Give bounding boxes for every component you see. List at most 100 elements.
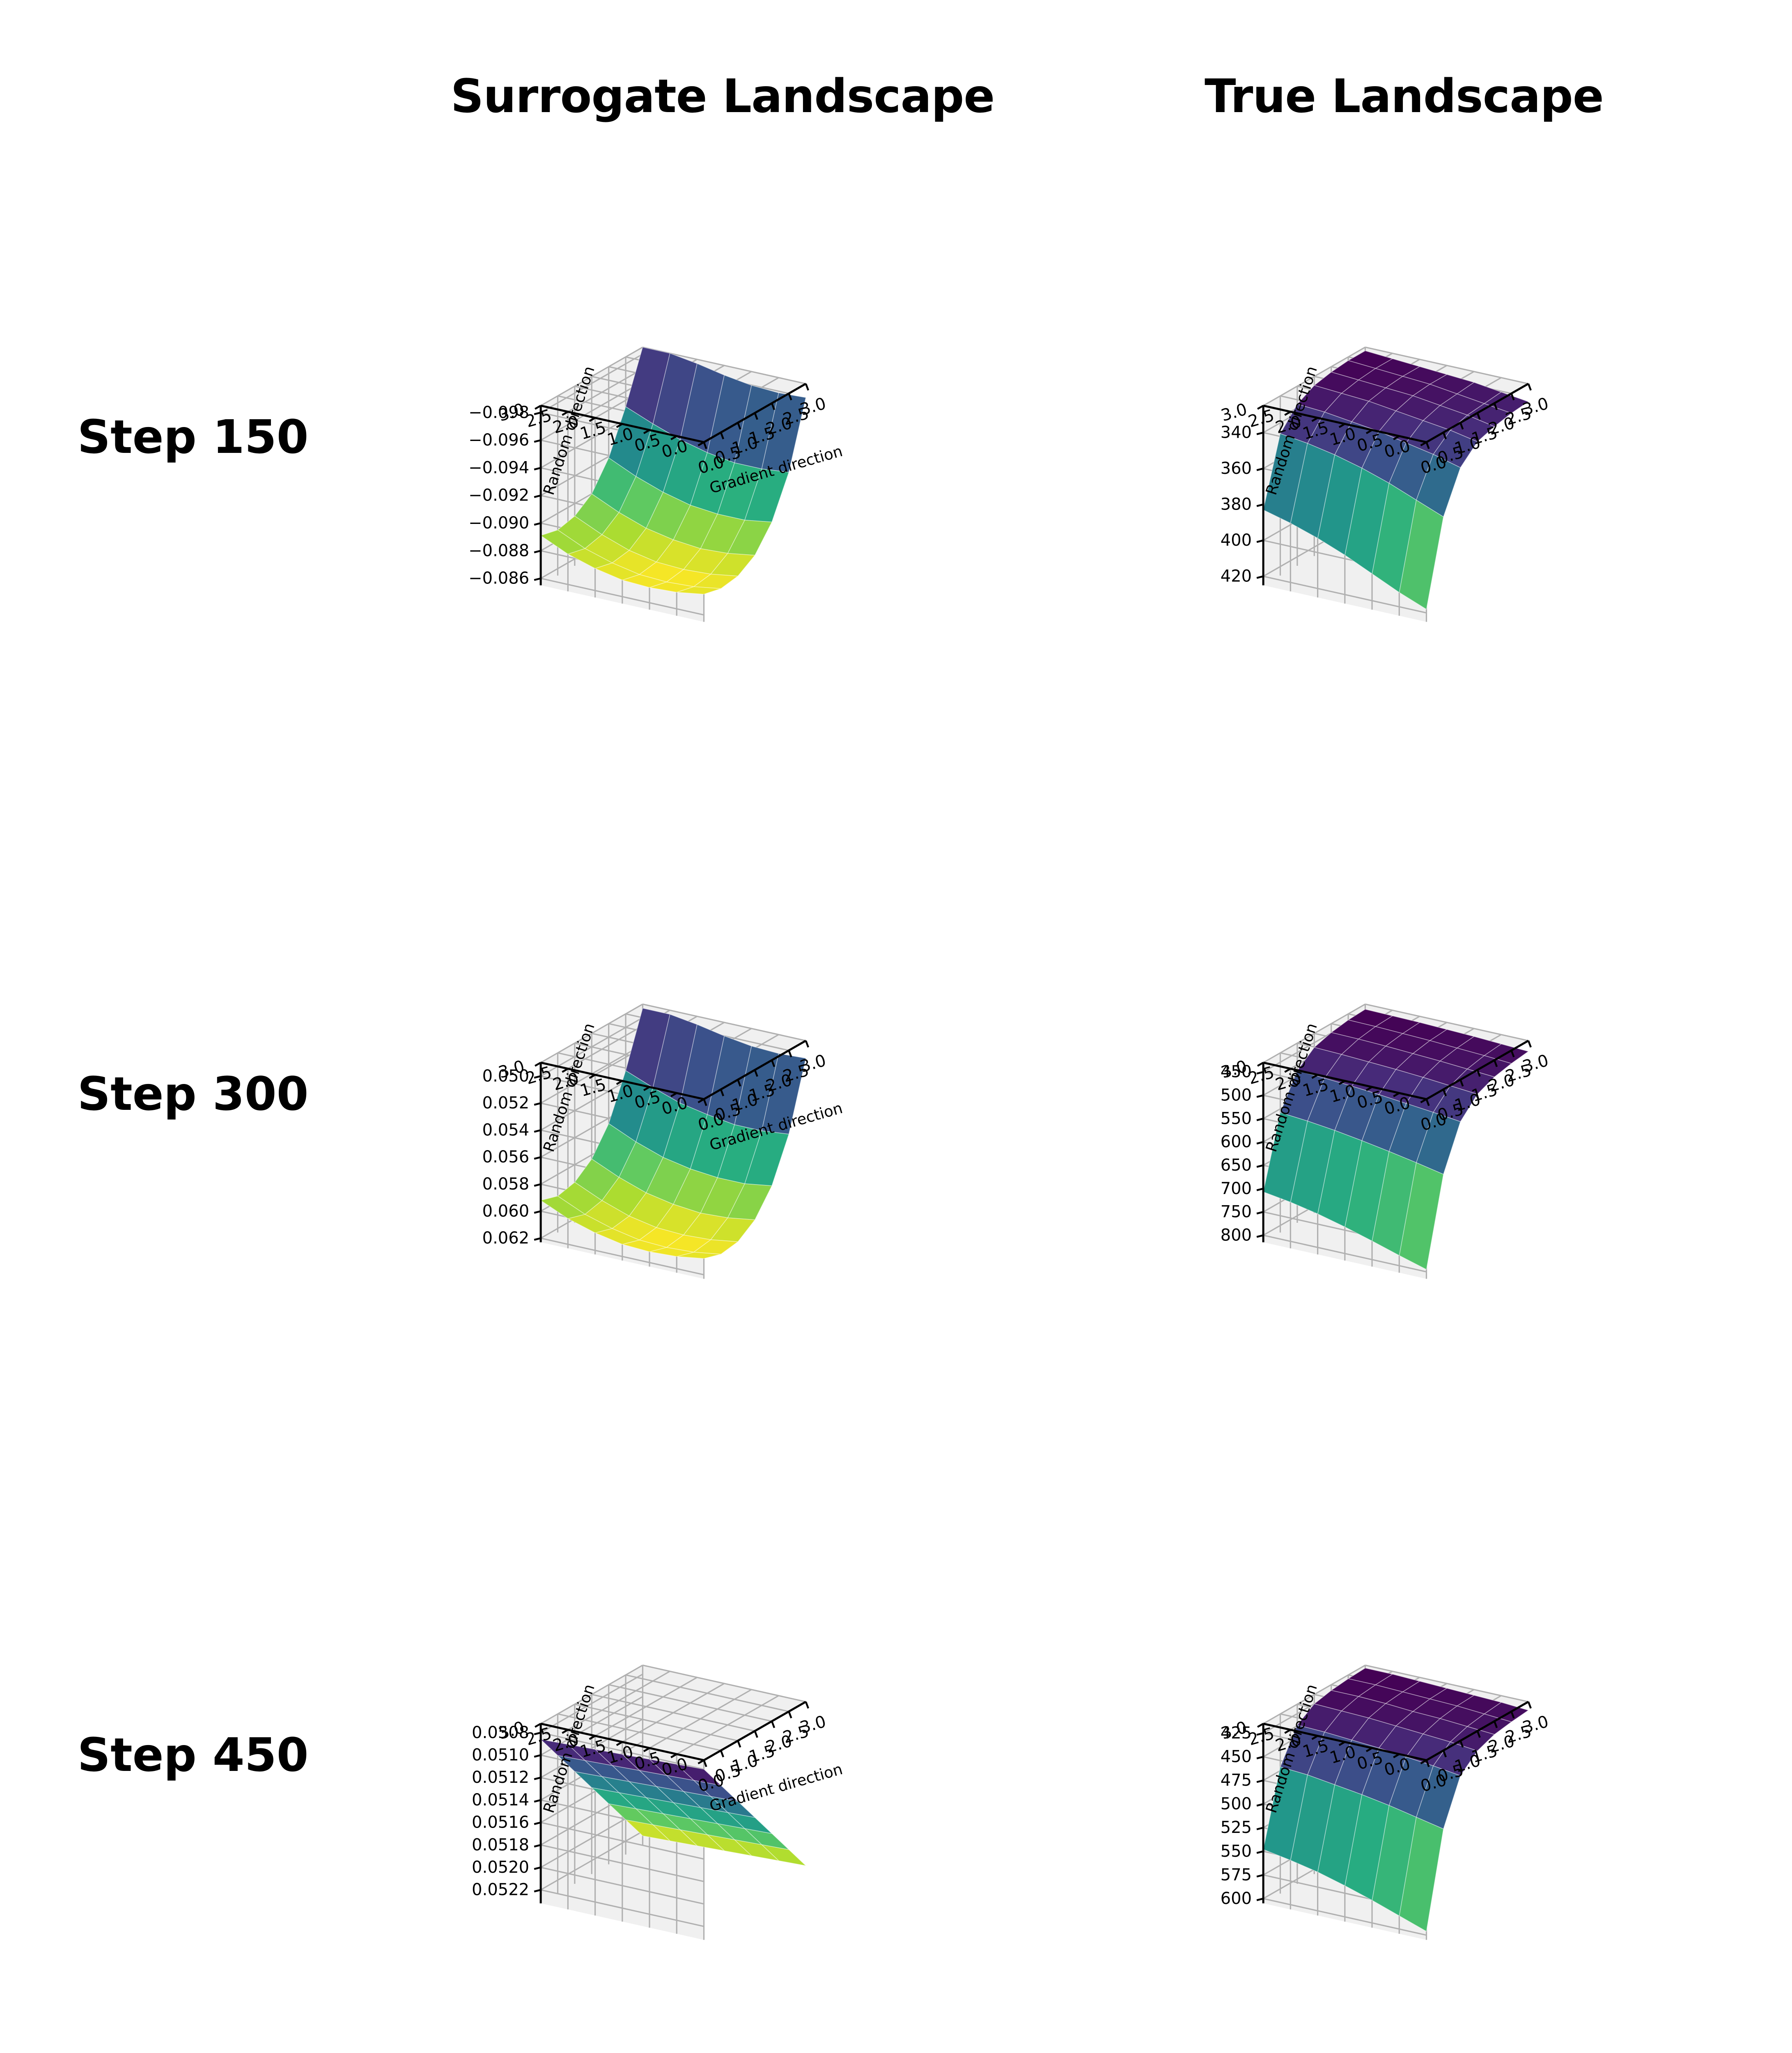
tick-mark <box>535 1723 542 1728</box>
tick-mark <box>534 467 541 471</box>
grid-line <box>540 353 643 413</box>
tick-mark <box>616 1080 623 1085</box>
tick-mark <box>1420 441 1427 446</box>
x-tick-label: 3.0 <box>1520 1051 1551 1077</box>
tick-mark <box>754 1730 758 1738</box>
z-tick-label: 0.0514 <box>472 1791 529 1810</box>
tick-mark <box>1459 1079 1464 1087</box>
tick-mark <box>1425 1099 1430 1106</box>
panel-step450-surrogate: 0.0 0.5 1.0 1.5 2.0 2.5 3.0 0.0 0.5 1.0 1.5 2.0 2.5 3… <box>411 1490 944 2041</box>
tick-mark <box>616 1741 623 1746</box>
grid-line <box>642 1664 806 1703</box>
z-tick-label: 425 <box>1221 1724 1252 1743</box>
tick-mark <box>1527 1040 1532 1048</box>
panel-step300-surrogate: 0.0 0.5 1.0 1.5 2.0 2.5 3.0 0.0 0.5 1.0 1.5 2.0 2.5 3… <box>411 829 944 1380</box>
z-tick-label: 400 <box>1221 531 1252 550</box>
tick-mark <box>1365 1747 1373 1752</box>
tick-mark <box>534 439 541 443</box>
grid-line <box>540 1665 643 1725</box>
z-tick-label: 600 <box>1221 1132 1252 1151</box>
axis-ticks: 0.00.51.01.52.02.53.00.00.51.01.52.02.53… <box>1219 1040 1551 1245</box>
grid-line <box>1263 347 1366 406</box>
tick-mark <box>1256 575 1264 579</box>
tick-mark <box>1256 1897 1264 1901</box>
tick-mark <box>805 1040 809 1048</box>
z-tick-label: 0.056 <box>482 1148 530 1167</box>
z-tick-label: 800 <box>1221 1226 1252 1245</box>
tick-mark <box>1257 1062 1264 1067</box>
tick-mark <box>737 1079 741 1087</box>
grid-line <box>540 347 643 406</box>
tick-mark <box>1459 422 1464 430</box>
tick-mark <box>1420 1098 1427 1103</box>
z-tick-label: 450 <box>1221 1748 1252 1766</box>
z-tick-label: −0.086 <box>468 569 529 588</box>
surface-face <box>1330 360 1377 381</box>
surface-face <box>540 529 586 555</box>
tick-mark <box>534 550 541 553</box>
z-tick-label: 0.054 <box>482 1121 530 1139</box>
tick-mark <box>1256 503 1264 507</box>
column-title-true: True Landscape <box>1205 70 1604 123</box>
tick-mark <box>754 412 758 420</box>
z-tick-label: 450 <box>1221 1063 1252 1082</box>
tick-mark <box>534 1799 541 1803</box>
z-tick-label: 700 <box>1221 1179 1252 1198</box>
surface-face <box>1263 433 1308 524</box>
tick-mark <box>1256 1187 1264 1191</box>
tick-mark <box>703 1099 707 1106</box>
surface-face <box>1263 1112 1308 1203</box>
tick-mark <box>788 393 792 401</box>
column-title-surrogate: Surrogate Landscape <box>450 70 995 123</box>
tick-mark <box>534 1156 541 1160</box>
tick-mark <box>698 1098 704 1103</box>
tick-mark <box>1256 467 1264 471</box>
surface-face <box>1347 1667 1393 1686</box>
tick-mark <box>534 577 541 581</box>
grid-line <box>1263 1898 1427 1936</box>
tick-mark <box>534 1844 541 1848</box>
tick-mark <box>1510 1050 1515 1058</box>
tick-mark <box>1476 1069 1481 1077</box>
tick-mark <box>737 422 741 430</box>
surface-mesh <box>540 1008 806 1259</box>
tick-mark <box>1257 1723 1264 1728</box>
tick-mark <box>534 1821 541 1825</box>
tick-mark <box>534 1075 541 1079</box>
tick-mark <box>1393 1092 1400 1098</box>
grid-line <box>1263 1004 1366 1063</box>
tick-mark <box>670 435 677 441</box>
tick-mark <box>1338 1080 1345 1085</box>
tick-mark <box>1527 1701 1532 1709</box>
surface-face <box>1263 1766 1308 1861</box>
grid-line <box>540 1867 704 1905</box>
surface-face <box>1330 1678 1377 1697</box>
tick-mark <box>534 522 541 526</box>
z-tick-label: 750 <box>1221 1203 1252 1222</box>
grid-line <box>540 1844 704 1882</box>
tick-mark <box>1256 1118 1264 1121</box>
grid-line <box>540 1889 704 1927</box>
tick-mark <box>562 411 569 416</box>
x-tick-label: 3.0 <box>798 1712 828 1738</box>
tick-mark <box>703 442 707 449</box>
surface-face <box>557 1755 603 1777</box>
panel-step300-true: 0.0 0.5 1.0 1.5 2.0 2.5 3.0 0.0 0.5 1.0 1.5 2.0 2.5 3… <box>1133 829 1667 1380</box>
grid-line <box>540 1732 704 1770</box>
tick-mark <box>1493 403 1498 410</box>
tick-mark <box>1284 1729 1291 1734</box>
tick-mark <box>534 1129 541 1133</box>
tick-mark <box>534 1866 541 1870</box>
surface-mesh <box>539 1738 807 1867</box>
z-tick-label: 0.050 <box>482 1067 530 1086</box>
z-tick-label: 475 <box>1221 1771 1252 1790</box>
tick-mark <box>1256 1094 1264 1098</box>
tick-mark <box>788 1050 792 1058</box>
tick-mark <box>1256 1779 1264 1783</box>
tick-mark <box>534 1754 541 1758</box>
tick-mark <box>1442 432 1447 440</box>
z-tick-label: −0.094 <box>468 458 529 477</box>
surface-face <box>1296 1703 1342 1733</box>
tick-mark <box>1459 1740 1464 1748</box>
